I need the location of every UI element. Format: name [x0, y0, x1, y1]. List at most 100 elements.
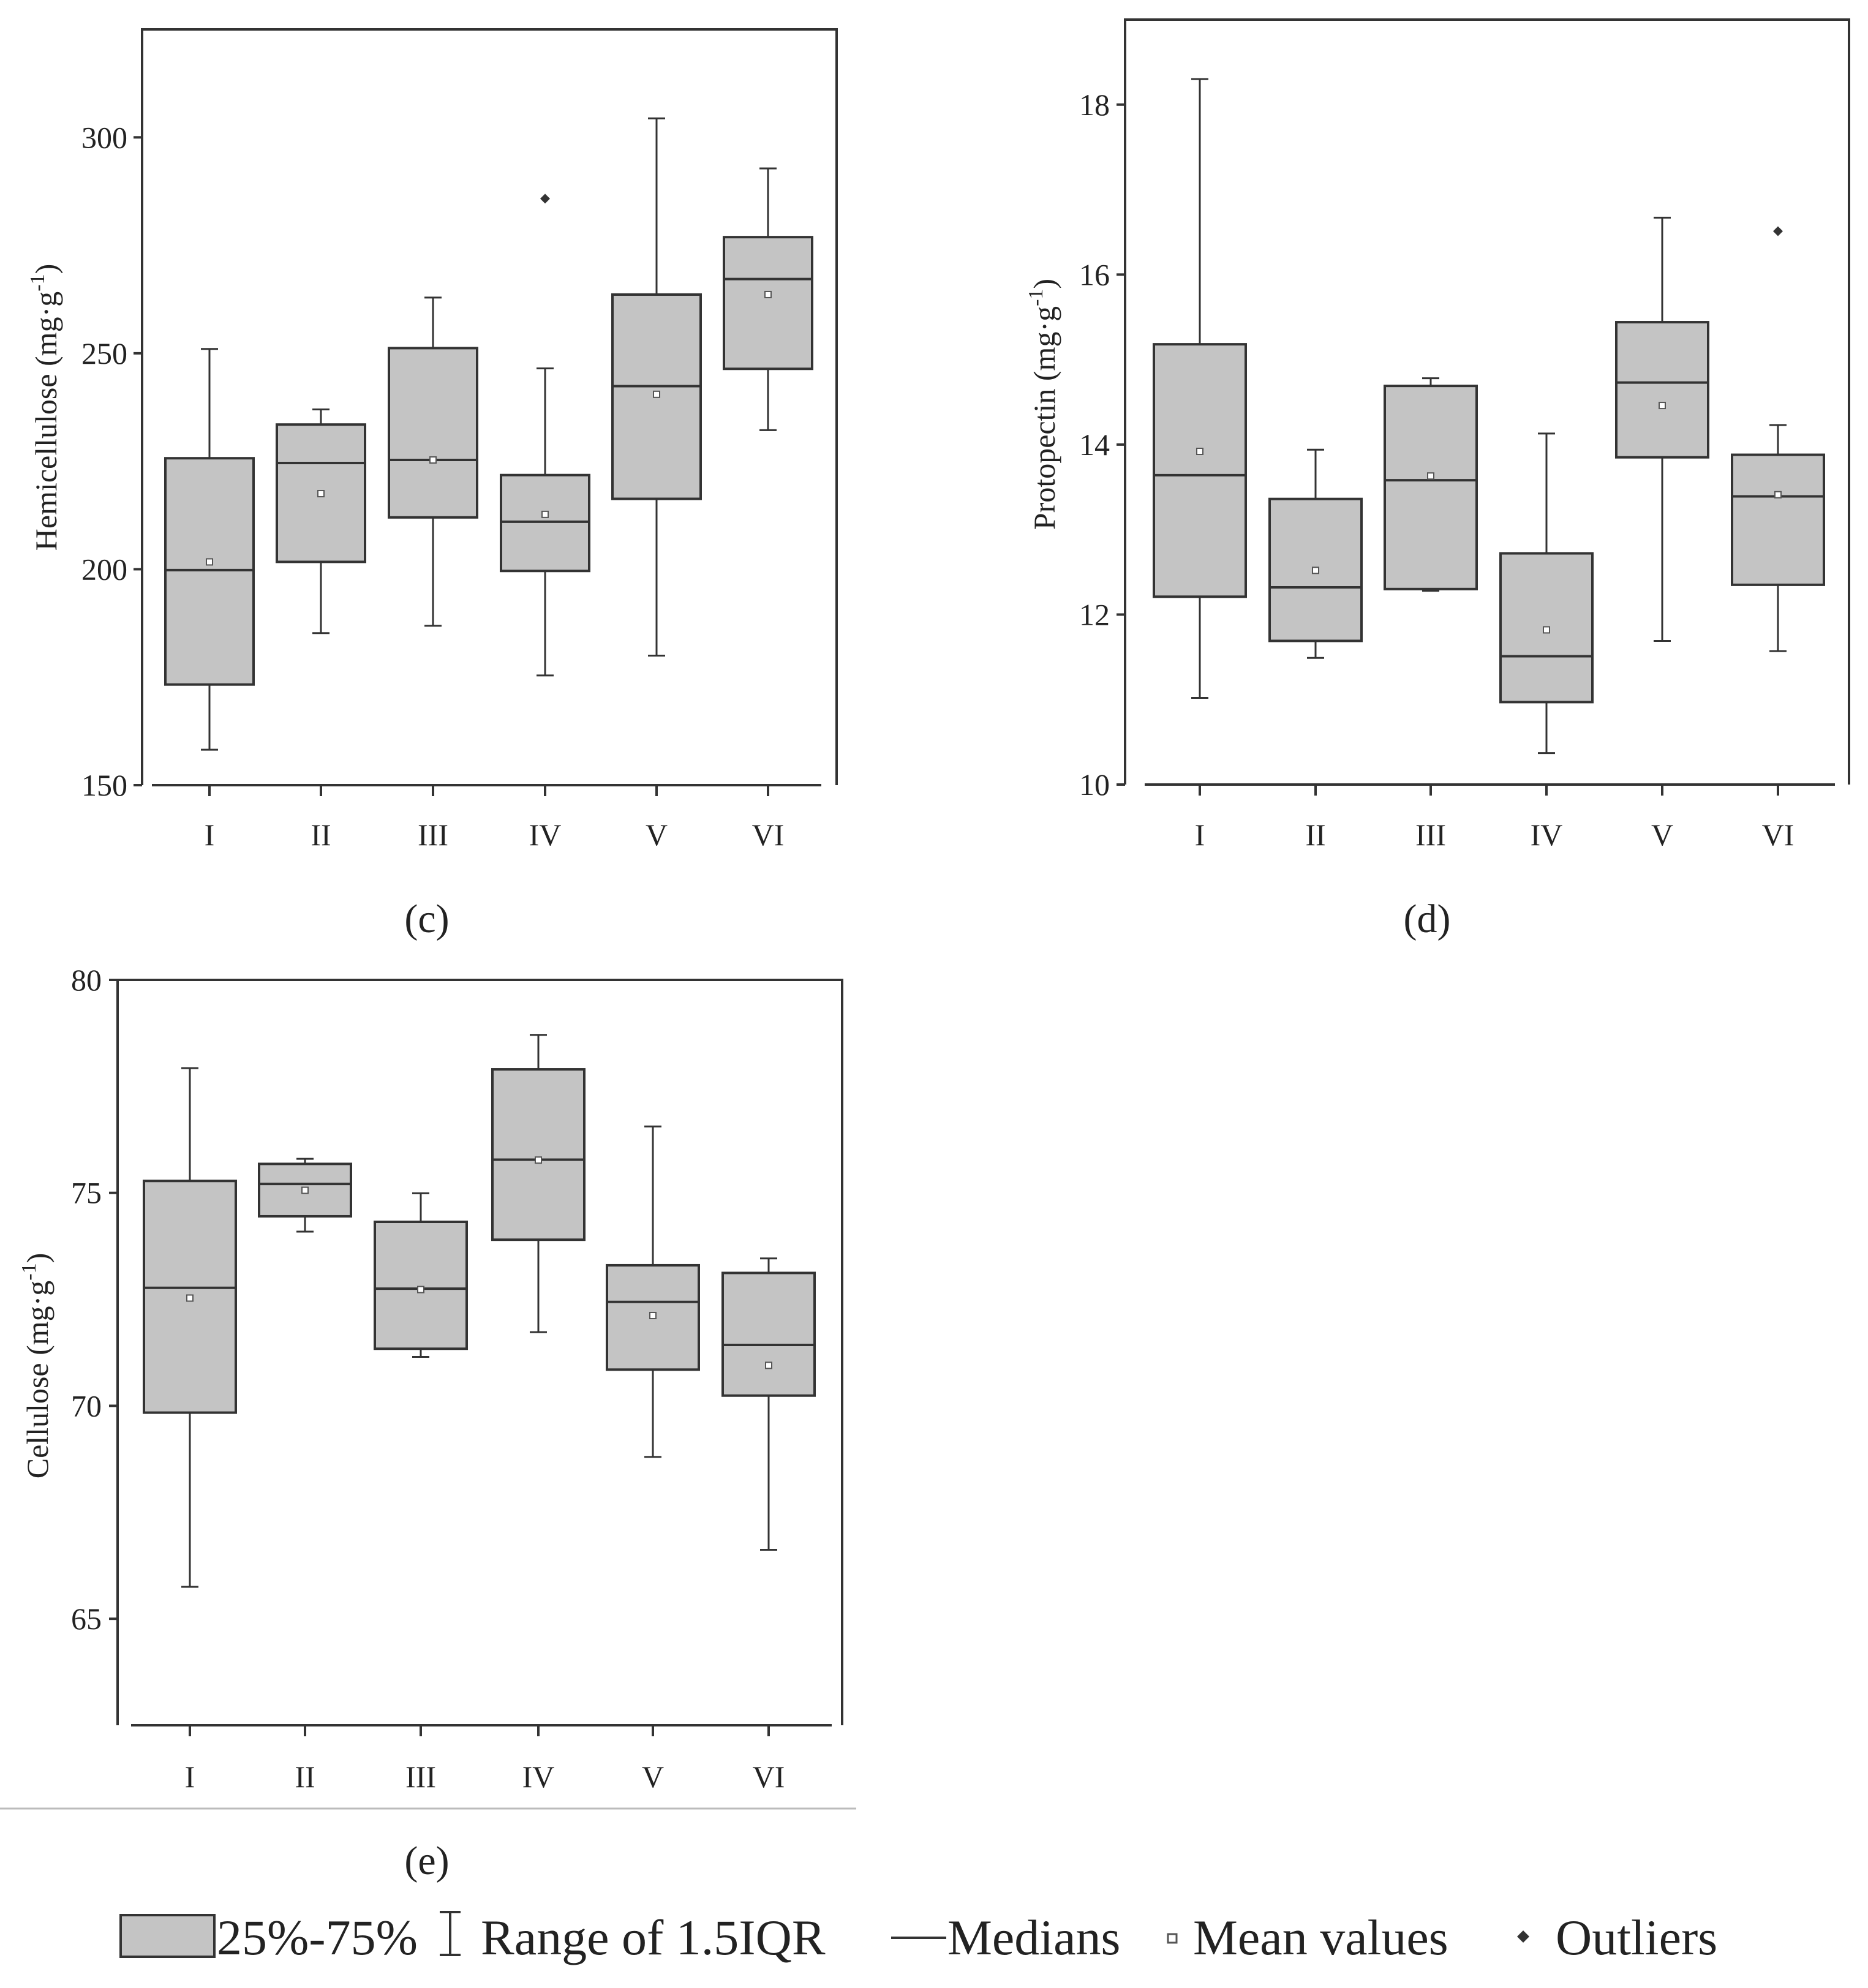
iqr-box	[1153, 343, 1247, 598]
mean-marker	[1196, 447, 1203, 455]
y-axis-title-text: Protopectin (mg·g	[1027, 306, 1061, 530]
y-tick-label: 150	[81, 768, 127, 802]
x-tick-label: VI	[753, 1760, 785, 1794]
box-II	[1268, 448, 1363, 659]
legend-whisker-label: Range of 1.5IQR	[481, 1910, 826, 1965]
mean-marker	[649, 1311, 657, 1319]
x-tick-label: II	[311, 818, 331, 852]
iqr-box	[500, 473, 590, 573]
mean-marker	[206, 558, 213, 566]
y-axis-title-close: )	[1027, 279, 1061, 289]
iqr-box	[721, 1271, 816, 1397]
mean-marker	[186, 1294, 194, 1302]
x-tick-label: VI	[1762, 818, 1795, 852]
y-tick-label: 200	[81, 552, 127, 586]
legend-box-label: 25%-75%	[217, 1910, 418, 1965]
box-V	[606, 1125, 700, 1458]
box-III	[388, 296, 478, 627]
box-IV	[491, 1034, 586, 1333]
box-III	[1384, 377, 1478, 592]
x-tick-label: III	[1415, 818, 1446, 852]
y-axis-title-text: Hemicellulose (mg·g	[29, 292, 63, 551]
y-tick-label: 16	[1079, 257, 1110, 292]
iqr-box	[374, 1221, 468, 1350]
iqr-box	[491, 1068, 586, 1241]
box-V	[611, 117, 702, 657]
mean-marker	[1659, 402, 1666, 410]
mean-marker	[301, 1186, 309, 1194]
mean-marker	[535, 1156, 542, 1164]
x-tick-label: I	[205, 818, 215, 852]
y-axis-title: Protopectin (mg·g-1)	[1025, 279, 1061, 530]
box-I	[143, 1067, 237, 1588]
x-tick-label: II	[1305, 818, 1325, 852]
panel-label: (d)	[1404, 897, 1451, 941]
legend-mean-icon	[1167, 1933, 1178, 1944]
mean-marker	[653, 390, 660, 398]
legend-whisker-icon	[440, 1911, 461, 1956]
iqr-box	[1731, 453, 1825, 586]
y-tick-label: 12	[1079, 597, 1110, 631]
y-tick-label: 14	[1079, 427, 1110, 462]
y-tick-label: 10	[1079, 767, 1110, 802]
x-tick-label: IV	[522, 1760, 555, 1794]
x-tick-label: II	[295, 1760, 315, 1794]
outlier-marker	[540, 194, 550, 204]
iqr-box	[1268, 497, 1363, 642]
box-V	[1615, 216, 1709, 642]
legend-outlier-icon	[1517, 1930, 1529, 1943]
y-axis-title: Hemicellulose (mg·g-1)	[26, 264, 63, 551]
box-I	[1153, 78, 1247, 699]
legend-mean-label: Mean values	[1193, 1910, 1448, 1965]
x-tick-label: IV	[529, 818, 562, 852]
x-tick-label: III	[405, 1760, 436, 1794]
x-tick-label: VI	[752, 818, 785, 852]
y-axis-title-superscript: -1	[26, 274, 49, 291]
mean-marker	[1543, 626, 1550, 634]
plot-frame	[116, 979, 843, 1725]
legend: 25%-75% Range of 1.5IQR Medians Mean val…	[119, 1910, 1717, 1965]
box-IV	[1499, 432, 1594, 755]
mean-marker	[1312, 567, 1319, 574]
mean-marker	[764, 290, 772, 298]
y-tick-label: 300	[81, 120, 127, 154]
outlier-marker	[1773, 226, 1783, 236]
plot-frame	[141, 28, 838, 785]
x-tick-label: IV	[1531, 818, 1563, 852]
box-VI	[1731, 226, 1825, 652]
iqr-box	[723, 236, 813, 371]
mean-marker	[317, 490, 325, 498]
mean-marker	[1774, 491, 1782, 499]
box-IV	[500, 194, 590, 677]
panel-label: (e)	[404, 1839, 449, 1883]
iqr-box	[164, 457, 255, 686]
mean-marker	[765, 1361, 772, 1369]
mean-marker	[1427, 472, 1434, 480]
mean-marker	[417, 1286, 424, 1293]
iqr-box	[1384, 385, 1478, 590]
y-tick-label: 70	[71, 1388, 102, 1423]
x-tick-label: V	[646, 818, 668, 852]
x-tick-label: V	[1651, 818, 1673, 852]
x-tick-label: V	[642, 1760, 664, 1794]
box-III	[374, 1192, 468, 1358]
box-VI	[721, 1257, 816, 1551]
iqr-box	[388, 347, 478, 519]
panel-label: (c)	[404, 897, 449, 941]
y-axis-title-superscript: -1	[18, 1263, 40, 1280]
x-tick-label: I	[1195, 818, 1205, 852]
iqr-box	[276, 423, 366, 563]
y-tick-label: 80	[71, 963, 102, 997]
box-II	[276, 409, 366, 634]
iqr-box	[1615, 321, 1709, 459]
y-axis-title-superscript: -1	[1025, 289, 1047, 306]
y-tick-label: 75	[71, 1176, 102, 1210]
mean-marker	[429, 456, 437, 464]
box-VI	[723, 167, 813, 431]
y-axis-title-text: Cellulose (mg·g	[20, 1281, 55, 1479]
